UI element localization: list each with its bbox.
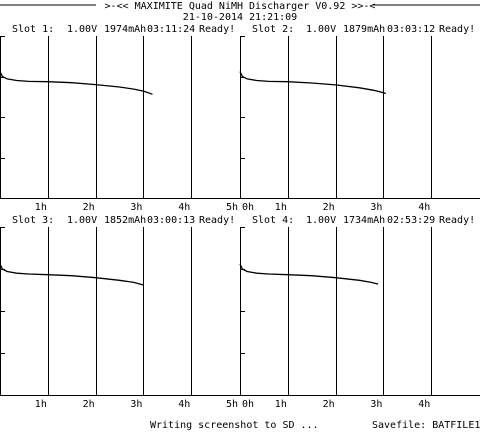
x-tick-label: 2h [83, 202, 95, 213]
x-tick-label: 2h [323, 202, 335, 213]
x-tick-label: 4h [418, 399, 430, 410]
x-tick-label: 3h [130, 399, 142, 410]
slot-label: Slot 1: [12, 24, 54, 35]
discharge-curve [0, 71, 153, 95]
x-tick-label: 3h [130, 202, 142, 213]
discharge-curve [239, 71, 387, 95]
x-tick-label: 4h [178, 399, 190, 410]
slot-state: Ready! [439, 215, 475, 226]
slot-capacity: 1879mAh [343, 24, 385, 35]
x-tick-label: 3h [370, 202, 382, 213]
slot-label: Slot 4: [252, 215, 294, 226]
discharge-curve [239, 263, 379, 285]
x-tick-label: 1h [275, 399, 287, 410]
x-tick-label: 0h [242, 202, 254, 213]
x-tick-label: 2h [323, 399, 335, 410]
slot-voltage: 1.00V [67, 215, 97, 226]
slot-2-status: Slot 2: 1.00V 1879mAh 03:03:12 Ready! [252, 24, 475, 35]
slot-3-status: Slot 3: 1.00V 1852mAh 03:00:13 Ready! [12, 215, 235, 226]
slot-capacity: 1734mAh [343, 215, 385, 226]
slot-label: Slot 2: [252, 24, 294, 35]
slot-2-discharge-chart: 0h 1h 2h 3h 4h [239, 36, 480, 213]
slot-1-discharge-chart: 1h 2h 3h 4h 5h [0, 36, 240, 213]
slot-4-discharge-chart: 0h 1h 2h 3h 4h [239, 227, 480, 410]
x-tick-label: 4h [418, 202, 430, 213]
slot-voltage: 1.00V [306, 24, 336, 35]
slot-capacity: 1974mAh [104, 24, 146, 35]
x-tick-label: 4h [178, 202, 190, 213]
slot-elapsed-time: 02:53:29 [387, 215, 435, 226]
datetime-readout: 21-10-2014 21:21:09 [183, 12, 297, 23]
slot-state: Ready! [199, 215, 235, 226]
slot-voltage: 1.00V [67, 24, 97, 35]
x-tick-label: 1h [275, 202, 287, 213]
x-tick-label: 1h [35, 399, 47, 410]
slot-voltage: 1.00V [306, 215, 336, 226]
app-title: >-<< MAXIMITE Quad NiMH Discharger V0.92… [105, 1, 376, 12]
slot-1-status: Slot 1: 1.00V 1974mAh 03:11:24 Ready! [12, 24, 235, 35]
slot-state: Ready! [439, 24, 475, 35]
x-tick-label: 5h [226, 202, 238, 213]
footer-status-message: Writing screenshot to SD ... [150, 420, 319, 431]
slot-elapsed-time: 03:03:12 [387, 24, 435, 35]
x-tick-label: 3h [370, 399, 382, 410]
slot-3-discharge-chart: 1h 2h 3h 4h 5h [0, 227, 240, 410]
slot-4-status: Slot 4: 1.00V 1734mAh 02:53:29 Ready! [252, 215, 475, 226]
slot-capacity: 1852mAh [104, 215, 146, 226]
x-tick-label: 0h [242, 399, 254, 410]
x-tick-label: 2h [83, 399, 95, 410]
discharge-curve [0, 263, 144, 286]
slot-label: Slot 3: [12, 215, 54, 226]
x-tick-label: 5h [226, 399, 238, 410]
x-tick-label: 1h [35, 202, 47, 213]
slot-elapsed-time: 03:11:24 [147, 24, 195, 35]
slot-elapsed-time: 03:00:13 [147, 215, 195, 226]
savefile-readout: Savefile: BATFILE1 [372, 420, 480, 431]
slot-state: Ready! [199, 24, 235, 35]
